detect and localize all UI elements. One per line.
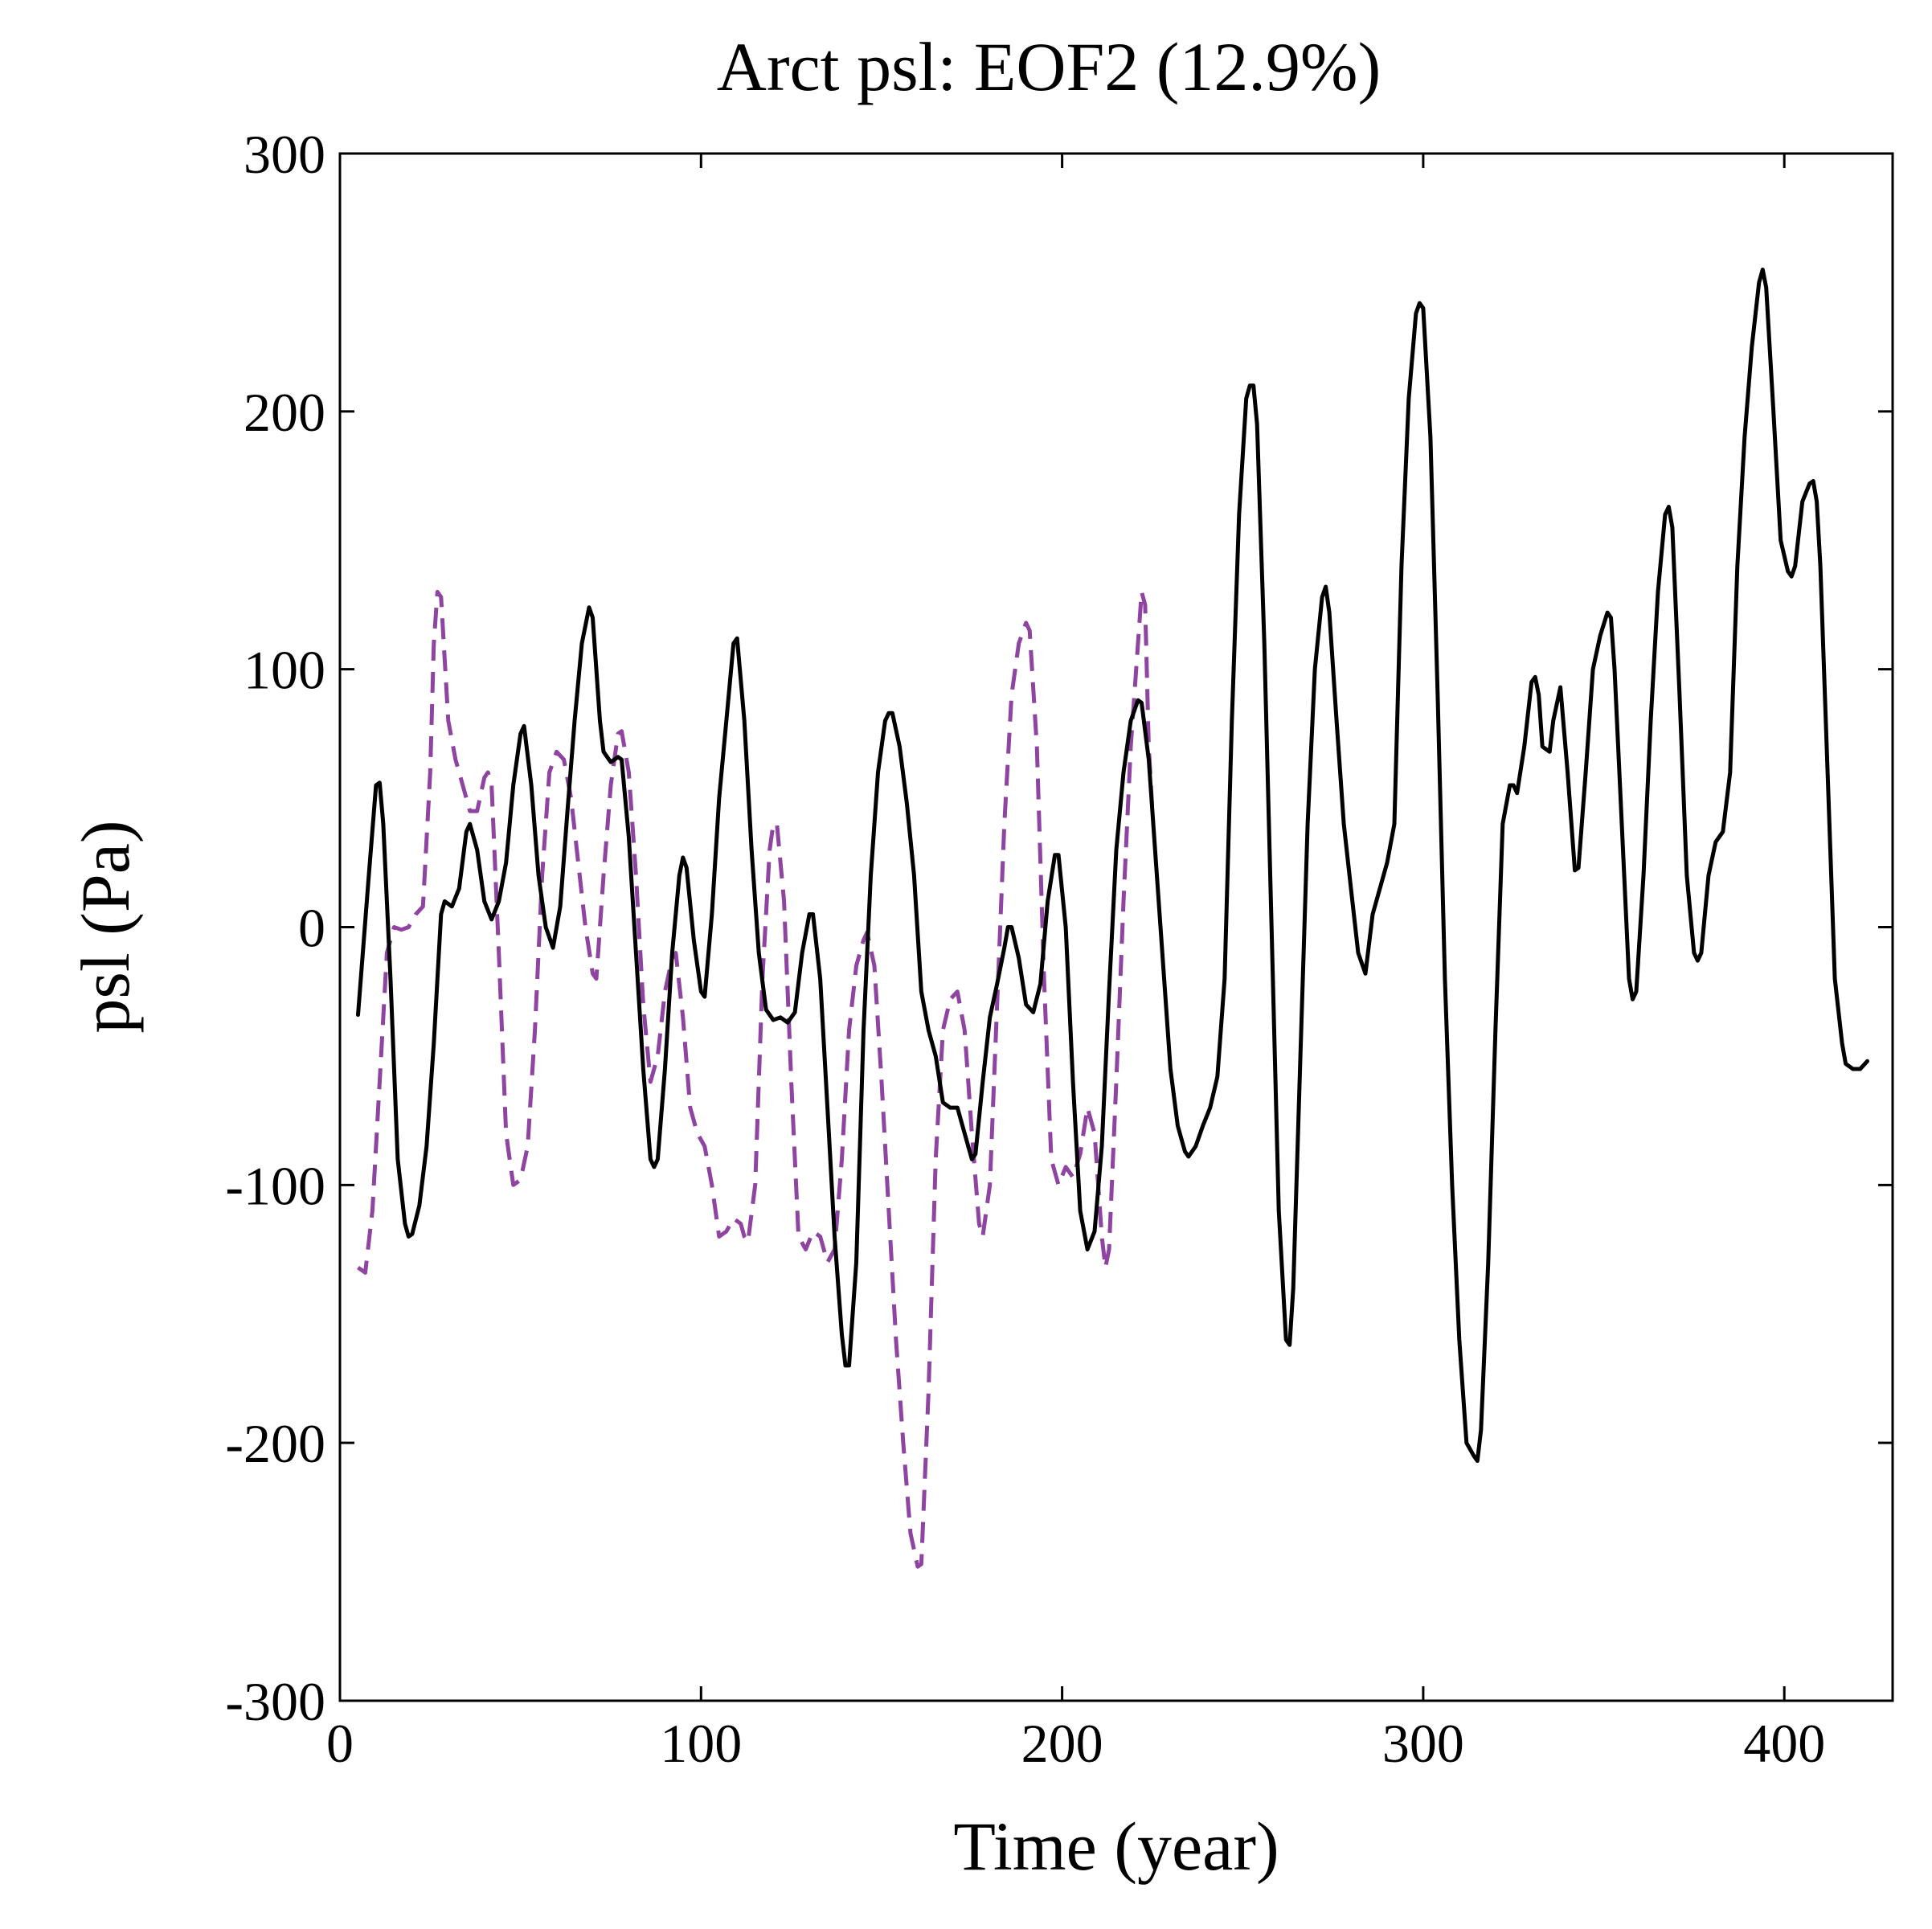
y-tick-label: 200 xyxy=(244,382,325,443)
plot-series xyxy=(356,267,1869,1569)
x-tick-label: 200 xyxy=(1021,1713,1103,1774)
y-axis-label: psl (Pa) xyxy=(67,820,144,1033)
x-tick-labels: 0 100 200 300 400 xyxy=(326,1713,1825,1774)
y-tick-label: -100 xyxy=(225,1155,325,1216)
y-tick-label: -200 xyxy=(225,1413,325,1474)
y-tick-label: 0 xyxy=(298,898,325,959)
x-tick-label: 300 xyxy=(1382,1713,1464,1774)
y-tick-label: 100 xyxy=(244,640,325,701)
x-tick-label: 0 xyxy=(326,1713,354,1774)
y-tick-labels: -300 -200 -100 0 100 200 300 xyxy=(225,124,325,1732)
chart-title: Arct psl: EOF2 (12.9%) xyxy=(717,28,1381,105)
x-tick-label: 400 xyxy=(1743,1713,1825,1774)
x-tick-label: 100 xyxy=(660,1713,742,1774)
plot-frame xyxy=(338,152,1894,1702)
series-line-purple-dashed xyxy=(357,589,1155,1569)
y-tick-label: -300 xyxy=(225,1671,325,1732)
series-line-black-solid xyxy=(356,267,1869,1464)
x-axis-label: Time (year) xyxy=(953,1808,1279,1885)
y-tick-label: 300 xyxy=(244,124,325,185)
ticks xyxy=(338,152,1893,1702)
